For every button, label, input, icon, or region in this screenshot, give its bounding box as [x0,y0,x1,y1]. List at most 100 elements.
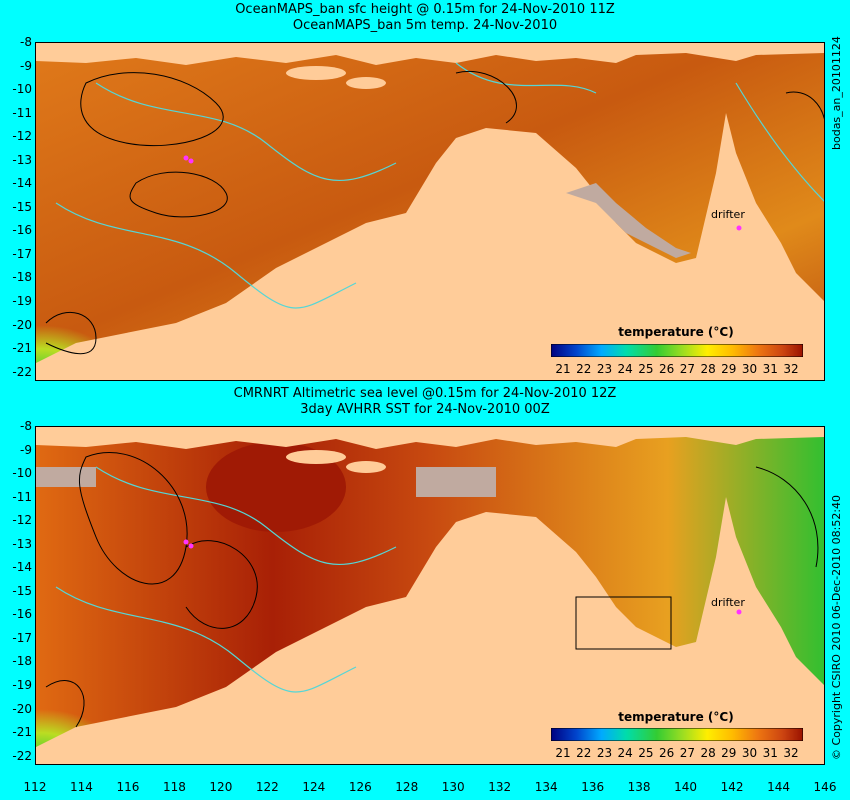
top-colorbar-tick: 28 [700,362,716,376]
x-tick: 136 [581,780,605,794]
top-colorbar-tick: 32 [783,362,799,376]
x-tick: 142 [720,780,744,794]
x-tick: 134 [534,780,558,794]
top-y-tick: -18 [12,270,32,285]
bottom-y-tick: -21 [12,725,32,740]
top-y-tick: -12 [12,129,32,144]
bottom-colorbar-tick: 30 [741,746,758,760]
top-colorbar-tick: 30 [741,362,758,376]
bottom-drifter-label: drifter [711,596,745,609]
x-tick: 116 [116,780,140,794]
bottom-y-tick: -11 [12,489,32,504]
bottom-drifter-track [183,539,189,545]
x-tick: 126 [348,780,372,794]
top-y-tick: -15 [12,199,32,214]
top-y-tick: -8 [20,35,32,49]
top-colorbar-tick: 26 [658,362,675,376]
bottom-island-1 [286,450,346,464]
top-colorbar-tick: 27 [679,362,695,376]
bottom-cloud-missing-1 [416,467,496,497]
bottom-drifter-marker [736,609,742,615]
x-tick: 124 [302,780,326,794]
bottom-colorbar-tick: 29 [721,746,737,760]
bottom-y-tick: -13 [12,536,32,551]
bottom-indonesia-land [36,427,824,449]
bottom-contour-2 [55,586,357,693]
x-tick: 122 [255,780,279,794]
bottom-drifter-track-2 [188,543,194,549]
top-y-tick: -16 [12,223,32,238]
top-y-tick: -17 [12,246,32,261]
x-tick: 114 [70,780,93,794]
top-ssh-3 [45,311,97,355]
x-tick: 144 [767,780,790,794]
top-y-tick: -21 [12,341,32,356]
top-colorbar-tick: 21 [555,362,571,376]
bottom-australia-land [36,497,824,764]
bottom-y-tick: -10 [12,466,32,481]
top-y-tick: -10 [12,82,32,97]
bottom-colorbar-tick: 23 [596,746,613,760]
bottom-ssh-3 [45,680,85,728]
x-tick: 146 [813,780,837,794]
bottom-ssh-4 [755,466,819,568]
top-drifter-marker [736,225,742,231]
top-colorbar-title: temperature (°C) [618,325,734,339]
bottom-colorbar-tick: 25 [638,746,654,760]
bottom-colorbar [551,728,803,741]
x-tick: 112 [23,780,47,794]
bottom-colorbar-tick: 22 [576,746,592,760]
top-shelf-missing [566,183,691,258]
x-tick: 138 [627,780,651,794]
bottom-y-tick: -9 [20,442,32,457]
top-y-tick: -13 [12,152,32,167]
top-island-2 [346,77,386,89]
top-colorbar-tick: 23 [596,362,613,376]
bottom-contour-1 [95,466,397,566]
top-colorbar-tick: 24 [617,362,633,376]
top-y-tick: -22 [12,364,32,379]
bottom-y-tick: -15 [12,583,32,598]
bottom-y-tick: -20 [12,701,32,716]
bottom-colorbar-tick: 28 [700,746,716,760]
bottom-colorbar-title: temperature (°C) [618,710,734,724]
top-map-panel [35,42,825,381]
top-map-svg [36,43,824,380]
bottom-y-tick: -22 [12,748,32,763]
bottom-y-tick: -8 [20,419,32,433]
bottom-side-label: © Copyright CSIRO 2010 06-Dec-2010 08:52… [830,494,843,760]
bottom-y-tick: -17 [12,630,32,645]
bottom-ssh-1 [78,452,188,585]
top-y-tick: -14 [12,176,32,191]
bottom-y-tick: -16 [12,607,32,622]
bottom-colorbar-tick: 24 [617,746,633,760]
top-y-tick: -9 [20,58,32,73]
bottom-colorbar-tick: 21 [555,746,571,760]
bottom-map-svg [36,427,824,764]
top-indonesia-land [36,43,824,65]
top-contour-1 [95,82,397,182]
bottom-y-tick: -14 [12,560,32,575]
top-colorbar-tick: 31 [762,362,778,376]
x-tick: 140 [674,780,698,794]
top-australia-land [36,113,824,380]
bottom-y-tick: -19 [12,677,32,692]
x-tick: 130 [441,780,465,794]
bottom-box-outline [575,596,672,650]
top-drifter-label: drifter [711,208,745,221]
bottom-map-panel [35,426,825,765]
top-colorbar-tick: 25 [638,362,654,376]
bottom-colorbar-tick: 26 [658,746,675,760]
top-title-line2: OceanMAPS_ban 5m temp. 24-Nov-2010 [292,18,558,33]
top-contour-4 [735,82,824,202]
top-drifter-track [183,155,189,161]
bottom-y-tick: -12 [12,513,32,528]
x-tick: 118 [162,780,186,794]
top-y-tick: -20 [12,317,32,332]
bottom-island-2 [346,461,386,473]
top-ssh-4 [785,91,824,121]
top-side-label: bodas_an_20101124 [830,36,843,150]
bottom-colorbar-tick: 31 [762,746,778,760]
bottom-title-line1: CMRNRT Altimetric sea level @0.15m for 2… [233,386,617,401]
bottom-colorbar-tick: 32 [783,746,799,760]
